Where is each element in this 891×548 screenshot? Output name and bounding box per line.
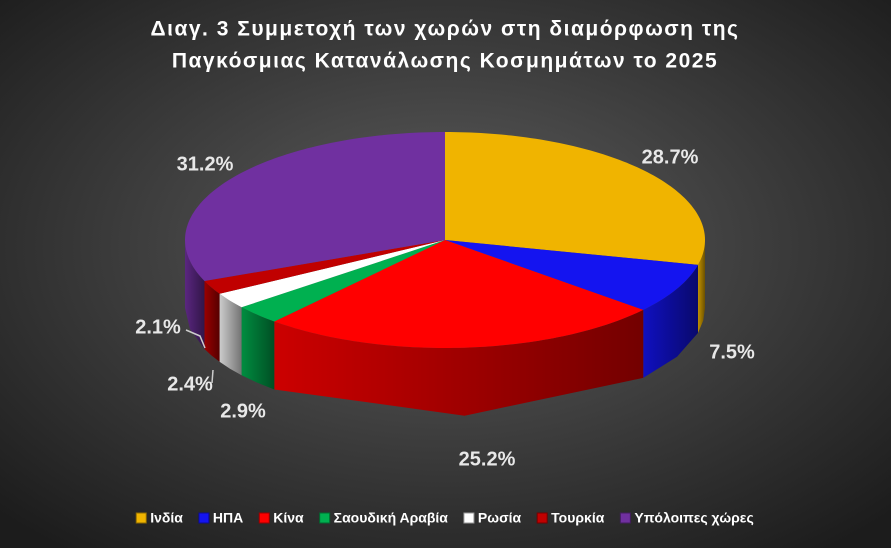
slice	[219, 240, 445, 308]
chart-title: Παγκόσμιας Κατανάλωσης Κοσμημάτων το 202…	[172, 50, 718, 73]
slice	[241, 240, 445, 322]
legend-label: Ινδία	[150, 510, 183, 526]
legend-label: Υπόλοιπες χώρες	[634, 510, 753, 526]
legend-label: Ρωσία	[478, 510, 522, 526]
legend-marker	[536, 512, 548, 524]
slice-side	[185, 240, 205, 350]
data-label: 2.9%	[220, 400, 266, 422]
data-label: 2.4%	[167, 373, 213, 395]
slice-side	[643, 264, 699, 378]
slice-side	[241, 307, 275, 390]
leader-line	[211, 369, 214, 384]
slice-side	[698, 240, 705, 333]
slice-side	[274, 309, 644, 416]
data-label: 25.2%	[459, 448, 516, 470]
legend-marker	[135, 512, 147, 524]
legend-label: ΗΠΑ	[213, 510, 243, 526]
legend-marker	[619, 512, 631, 524]
legend-marker	[319, 512, 331, 524]
chart-title: Διαγ. 3 Συμμετοχή των χωρών στη διαμόρφω…	[151, 18, 740, 41]
legend-marker	[198, 512, 210, 524]
slice	[185, 132, 445, 282]
data-label: 31.2%	[177, 153, 234, 175]
data-label: 2.1%	[135, 316, 181, 338]
legend-label: Τουρκία	[551, 510, 605, 526]
leader-line	[185, 329, 206, 349]
legend-marker	[463, 512, 475, 524]
slice	[445, 240, 699, 310]
data-label: 7.5%	[709, 341, 755, 363]
slice-side	[204, 281, 220, 362]
legend-marker	[258, 512, 270, 524]
legend-label: Κίνα	[273, 510, 304, 526]
legend-label: Σαουδική Αραβία	[334, 510, 449, 526]
slice	[204, 240, 445, 294]
slice	[274, 240, 644, 348]
slice-side	[219, 293, 242, 376]
slice	[445, 132, 705, 265]
data-label: 28.7%	[642, 146, 699, 168]
